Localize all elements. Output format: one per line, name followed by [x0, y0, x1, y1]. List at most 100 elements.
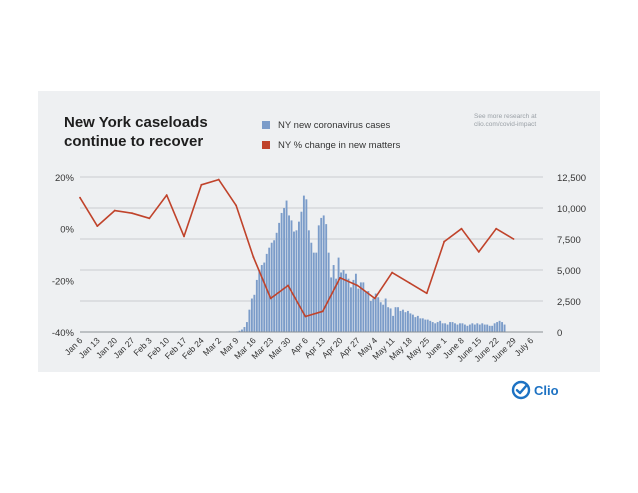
- case-bar: [486, 324, 489, 332]
- left-axis-tick-label: 20%: [55, 173, 75, 184]
- case-bar: [345, 273, 347, 332]
- case-bar: [369, 301, 372, 332]
- matters-change-point: [425, 292, 428, 295]
- case-bar: [347, 278, 350, 332]
- case-bar: [297, 221, 300, 332]
- case-bar: [248, 309, 251, 332]
- case-bar: [434, 323, 437, 332]
- case-bar: [411, 314, 414, 332]
- case-bar: [260, 265, 263, 332]
- case-bar: [476, 323, 479, 332]
- x-axis-tick-label: July 6: [512, 335, 535, 358]
- matters-change-point: [460, 227, 463, 230]
- matters-change-point: [79, 196, 81, 199]
- case-bar: [463, 324, 466, 332]
- case-bar: [293, 231, 295, 332]
- case-bar: [439, 320, 442, 332]
- right-axis-tick-label: 0: [557, 328, 562, 339]
- matters-change-point: [304, 315, 307, 318]
- case-bar: [307, 230, 310, 332]
- legend-label-cases: NY new coronavirus cases: [278, 119, 391, 131]
- matters-change-point: [96, 225, 99, 227]
- case-bar: [503, 324, 506, 332]
- case-bar: [273, 240, 276, 332]
- matters-change-point: [148, 217, 151, 220]
- case-bar: [377, 297, 380, 332]
- right-axis-tick-label: 7,500: [557, 235, 581, 246]
- right-axis-tick-label: 5,000: [557, 266, 581, 277]
- legend-swatch-cases: [262, 121, 270, 129]
- left-axis-tick-label: 0%: [60, 225, 74, 236]
- matters-change-point: [235, 204, 237, 207]
- matters-change-point: [217, 178, 220, 181]
- case-bar: [342, 270, 345, 332]
- case-bar: [340, 272, 342, 332]
- matters-change-point: [269, 297, 272, 300]
- case-bar: [243, 327, 246, 332]
- case-bar: [310, 242, 313, 332]
- matters-change-point: [252, 256, 255, 258]
- case-bar: [456, 324, 459, 332]
- case-bar: [399, 310, 402, 332]
- matters-change-point: [287, 284, 289, 287]
- brand-name: Clio: [534, 382, 559, 398]
- case-bar: [481, 323, 484, 332]
- case-bar: [404, 312, 407, 332]
- chart-title-line-1: New York caseloads: [64, 114, 208, 131]
- matters-change-point: [373, 297, 376, 300]
- case-bar: [312, 252, 315, 332]
- case-bar: [302, 195, 305, 332]
- case-bar: [357, 288, 360, 332]
- case-bar: [421, 318, 424, 332]
- case-bar: [278, 222, 281, 332]
- case-bar: [379, 302, 382, 332]
- case-bar: [501, 322, 504, 332]
- matters-change-point: [131, 212, 133, 215]
- case-bar: [402, 309, 404, 332]
- case-bar: [466, 325, 469, 332]
- chart-title: New York caseloads continue to recover: [64, 113, 264, 151]
- case-bar: [255, 279, 258, 332]
- case-bar: [461, 323, 464, 332]
- case-bar: [409, 313, 412, 332]
- case-bar: [451, 322, 454, 332]
- case-bar: [394, 307, 397, 332]
- legend-label-matters: NY % change in new matters: [278, 139, 401, 151]
- case-bar: [263, 262, 266, 332]
- right-axis-tick-label: 2,500: [557, 297, 581, 308]
- left-axis-tick-label: -40%: [52, 328, 75, 339]
- case-bar: [359, 282, 362, 332]
- case-bar: [283, 208, 286, 332]
- case-bar: [392, 315, 395, 332]
- case-bar: [416, 315, 419, 332]
- case-bar: [305, 199, 308, 332]
- case-bar: [285, 200, 288, 332]
- case-bar: [426, 319, 429, 332]
- case-bar: [491, 325, 494, 332]
- case-bar: [270, 242, 273, 332]
- case-bar: [389, 308, 392, 332]
- case-bar: [483, 324, 486, 332]
- matters-change-point: [477, 251, 480, 253]
- case-bar: [253, 294, 256, 332]
- case-bar: [288, 215, 290, 332]
- matters-change-point: [339, 276, 342, 279]
- case-bar: [245, 322, 248, 332]
- case-bar: [498, 320, 501, 332]
- case-bar: [444, 323, 447, 332]
- right-axis-tick-label: 10,000: [557, 204, 586, 215]
- case-bar: [419, 318, 422, 332]
- case-bar: [300, 211, 303, 332]
- case-bar: [290, 220, 293, 332]
- right-axis-tick-label: 12,500: [557, 173, 586, 184]
- chart-legend: NY new coronavirus cases NY % change in …: [262, 115, 400, 155]
- case-bar: [295, 230, 298, 332]
- matters-change-point: [200, 183, 203, 186]
- research-note[interactable]: See more research at clio.com/covid-impa…: [474, 113, 537, 128]
- case-bar: [449, 322, 451, 332]
- case-bar: [280, 212, 283, 332]
- matters-change-point: [113, 209, 116, 212]
- case-bar: [258, 270, 261, 332]
- case-bar: [250, 298, 253, 332]
- case-bar: [374, 293, 377, 332]
